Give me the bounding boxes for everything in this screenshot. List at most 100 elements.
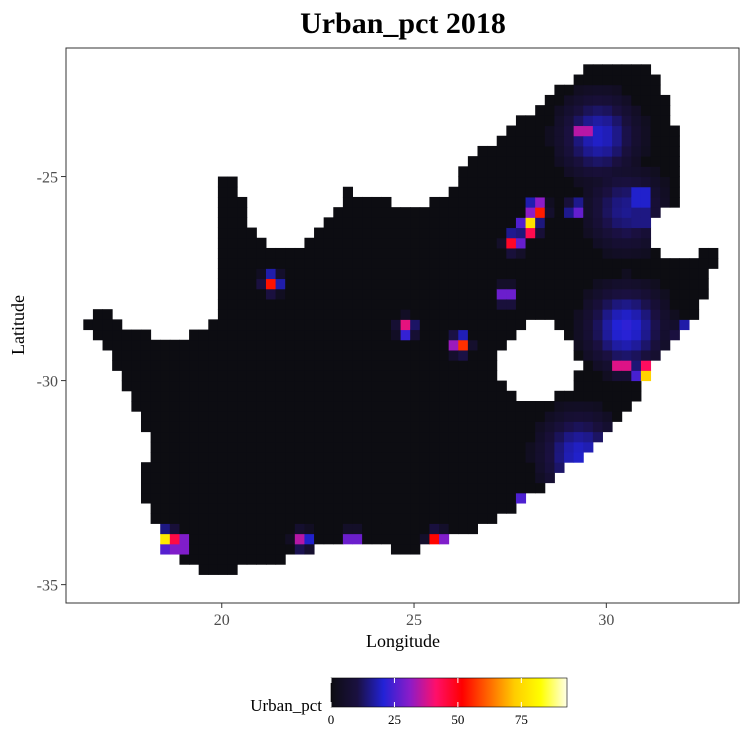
heatmap-cell — [160, 431, 171, 443]
heatmap-cell — [487, 268, 498, 280]
heatmap-cell — [458, 217, 469, 229]
heatmap-cell — [467, 421, 478, 433]
heatmap-cell — [592, 145, 603, 157]
heatmap-cell — [458, 309, 469, 320]
heatmap-cell — [150, 411, 161, 422]
heatmap-cell — [650, 309, 661, 320]
heatmap-cell — [208, 564, 219, 575]
heatmap-cell — [506, 400, 517, 412]
heatmap-cell — [477, 360, 488, 371]
heatmap-cell — [294, 380, 305, 392]
heatmap-cell — [227, 370, 238, 382]
heatmap-cell — [496, 176, 507, 188]
heatmap-cell — [390, 503, 402, 514]
heatmap-cell — [621, 278, 632, 290]
heatmap-cell — [487, 482, 498, 494]
heatmap-cell — [660, 105, 671, 116]
heatmap-cell — [477, 472, 488, 484]
heatmap-cell — [573, 217, 584, 229]
heatmap-cell — [439, 268, 450, 280]
heatmap-cell — [564, 298, 575, 310]
heatmap-cell — [265, 360, 277, 371]
heatmap-cell — [592, 135, 603, 147]
heatmap-cell — [554, 176, 565, 188]
heatmap-cell — [265, 533, 277, 545]
heatmap-cell — [246, 441, 257, 453]
heatmap-cell — [285, 360, 296, 371]
heatmap-cell — [602, 186, 613, 198]
heatmap-cell — [458, 452, 469, 463]
heatmap-cell — [150, 472, 161, 484]
heatmap-cell — [265, 329, 277, 341]
heatmap-cell — [323, 492, 334, 504]
heatmap-cell — [487, 207, 498, 218]
heatmap-cell — [333, 431, 344, 443]
heatmap-cell — [294, 247, 305, 259]
heatmap-cell — [640, 125, 652, 137]
heatmap-cell — [564, 166, 575, 178]
heatmap-cell — [246, 411, 257, 422]
heatmap-cell — [265, 309, 277, 320]
heatmap-cell — [621, 227, 632, 239]
heatmap-cell — [333, 421, 344, 433]
heatmap-cell — [448, 247, 459, 259]
heatmap-cell — [612, 268, 623, 280]
heatmap-cell — [448, 298, 459, 310]
heatmap-cell — [189, 492, 200, 504]
heatmap-cell — [179, 421, 190, 433]
heatmap-cell — [640, 349, 652, 361]
heatmap-cell — [467, 370, 478, 382]
heatmap-cell — [217, 503, 229, 514]
heatmap-cell — [496, 482, 507, 494]
heatmap-cell — [583, 145, 594, 157]
heatmap-cell — [487, 298, 498, 310]
heatmap-cell — [439, 492, 450, 504]
heatmap-cell — [333, 523, 344, 535]
heatmap-cell — [429, 431, 440, 443]
heatmap-cell — [160, 441, 171, 453]
heatmap-cell — [544, 196, 555, 208]
heatmap-cell — [217, 390, 229, 402]
heatmap-cell — [352, 370, 363, 382]
heatmap-cell — [419, 523, 430, 535]
heatmap-cell — [640, 329, 652, 341]
heatmap-cell — [342, 431, 354, 443]
heatmap-cell — [660, 329, 671, 341]
heatmap-cell — [160, 462, 171, 473]
heatmap-cell — [237, 370, 248, 382]
heatmap-cell — [169, 421, 180, 433]
heatmap-cell — [314, 452, 325, 463]
heatmap-cell — [217, 441, 229, 453]
heatmap-cell — [448, 360, 459, 371]
heatmap-cell — [592, 94, 603, 106]
heatmap-cell — [467, 186, 478, 198]
heatmap-cell — [362, 247, 373, 259]
heatmap-cell — [487, 349, 498, 361]
heatmap-cell — [458, 390, 469, 402]
heatmap-cell — [381, 247, 392, 259]
heatmap-cell — [660, 156, 671, 167]
heatmap-cell — [448, 288, 459, 300]
heatmap-cell — [217, 462, 229, 473]
heatmap-cell — [208, 380, 219, 392]
heatmap-cell — [169, 503, 180, 514]
heatmap-cell — [506, 268, 517, 280]
heatmap-cell — [208, 319, 219, 331]
heatmap-cell — [314, 472, 325, 484]
heatmap-cell — [439, 431, 450, 443]
heatmap-cell — [583, 278, 594, 290]
heatmap-cell — [323, 503, 334, 514]
heatmap-cell — [410, 523, 421, 535]
heatmap-cell — [275, 421, 286, 433]
heatmap-cell — [265, 390, 277, 402]
heatmap-cell — [612, 196, 623, 208]
heatmap-cell — [390, 441, 402, 453]
heatmap-cell — [227, 319, 238, 331]
heatmap-cell — [265, 288, 277, 300]
heatmap-cell — [265, 349, 277, 361]
heatmap-cell — [237, 421, 248, 433]
heatmap-cell — [544, 268, 555, 280]
heatmap-cell — [304, 421, 315, 433]
heatmap-cell — [352, 309, 363, 320]
heatmap-cell — [304, 360, 315, 371]
